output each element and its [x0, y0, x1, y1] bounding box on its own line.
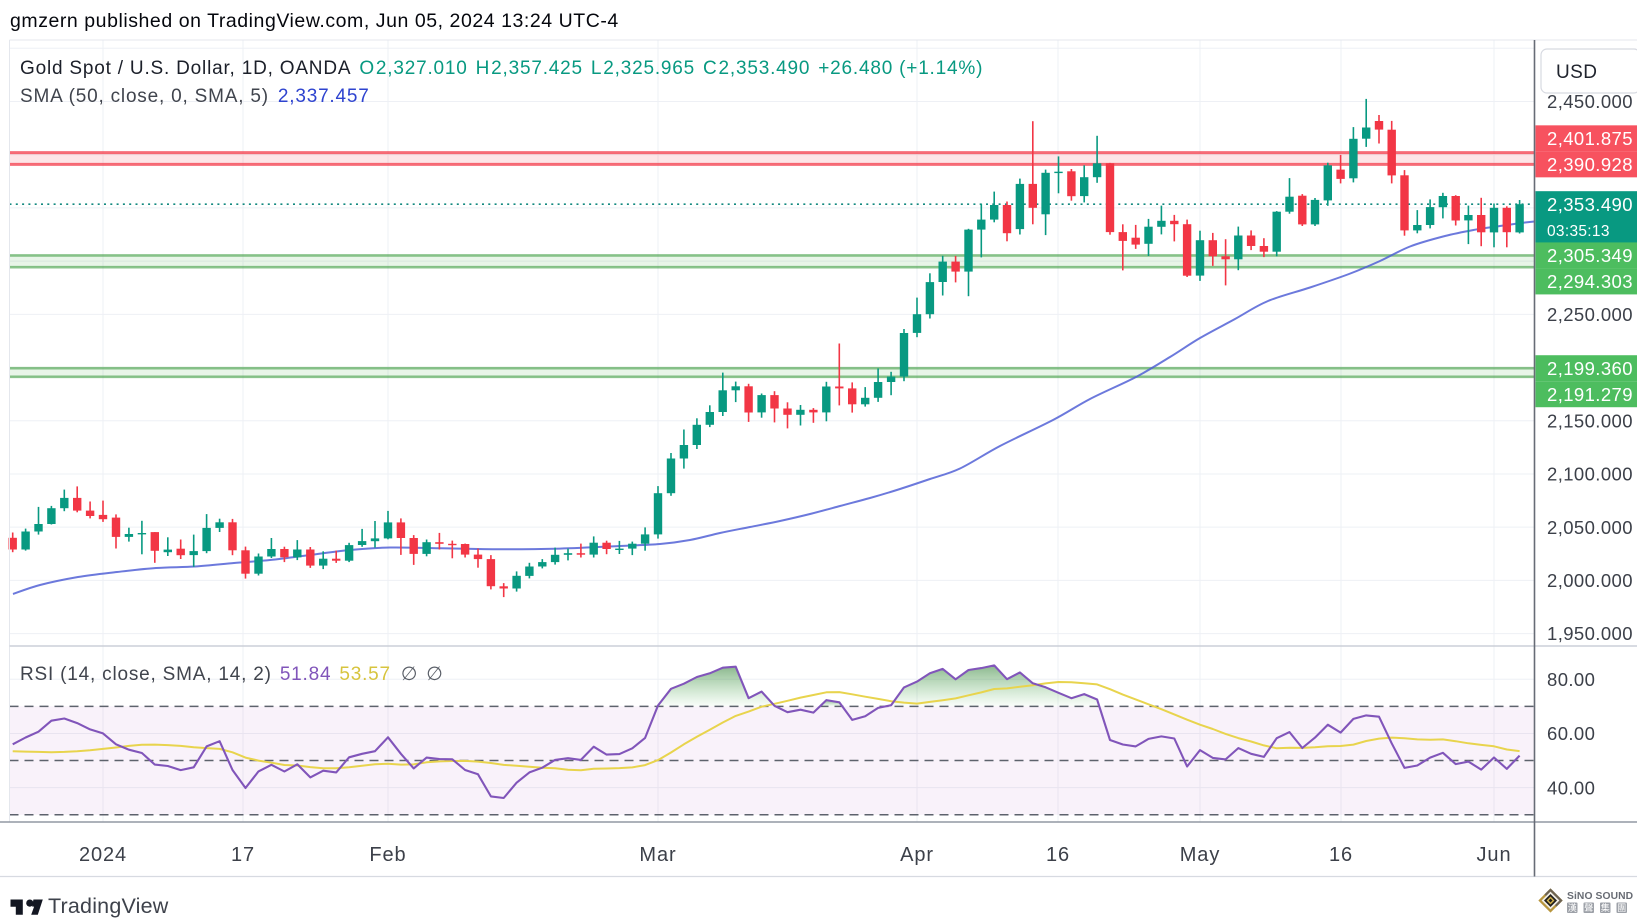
svg-text:聲: 聲 — [1584, 903, 1593, 913]
svg-text:80.00: 80.00 — [1547, 669, 1595, 690]
svg-text:2,401.875: 2,401.875 — [1547, 128, 1633, 149]
svg-text:漢: 漢 — [1568, 902, 1577, 913]
svg-text:SMA (50, close, 0, SMA, 5)2,33: SMA (50, close, 0, SMA, 5) 2,337.457 — [20, 86, 370, 107]
svg-text:Jun: Jun — [1477, 844, 1512, 866]
svg-text:May: May — [1180, 844, 1220, 866]
svg-text:TradingView: TradingView — [48, 894, 169, 918]
svg-text:2,191.279: 2,191.279 — [1547, 384, 1633, 405]
svg-text:RSI (14, close, SMA, 14, 2)51.: RSI (14, close, SMA, 14, 2) 51.84 53.57 ∅ ∅ — [20, 664, 444, 685]
svg-text:團: 團 — [1617, 903, 1626, 913]
svg-text:Mar: Mar — [639, 844, 676, 866]
svg-text:Gold Spot / U.S. Dollar, 1D, O: Gold Spot / U.S. Dollar, 1D, OANDA O2,327… — [20, 58, 983, 79]
svg-text:2,000.000: 2,000.000 — [1547, 570, 1633, 591]
svg-text:Apr: Apr — [900, 844, 934, 866]
svg-text:SiNO SOUND: SiNO SOUND — [1567, 891, 1633, 902]
svg-text:2,294.303: 2,294.303 — [1547, 271, 1633, 292]
svg-text:2,150.000: 2,150.000 — [1547, 410, 1633, 431]
svg-text:2,305.349: 2,305.349 — [1547, 245, 1633, 266]
svg-text:USD: USD — [1556, 62, 1597, 83]
svg-text:2024: 2024 — [79, 844, 127, 866]
svg-text:2,390.928: 2,390.928 — [1547, 154, 1633, 175]
svg-text:2,199.360: 2,199.360 — [1547, 358, 1633, 379]
svg-text:40.00: 40.00 — [1547, 777, 1595, 798]
svg-text:2,353.490: 2,353.490 — [1547, 194, 1633, 215]
svg-text:03:35:13: 03:35:13 — [1547, 223, 1610, 240]
svg-text:17: 17 — [231, 844, 255, 866]
svg-text:60.00: 60.00 — [1547, 723, 1595, 744]
svg-text:2,250.000: 2,250.000 — [1547, 304, 1633, 325]
svg-text:Feb: Feb — [369, 844, 406, 866]
svg-text:2,050.000: 2,050.000 — [1547, 517, 1633, 538]
svg-text:2,450.000: 2,450.000 — [1547, 91, 1633, 112]
svg-text:1,950.000: 1,950.000 — [1547, 623, 1633, 644]
svg-text:集: 集 — [1601, 902, 1610, 913]
svg-text:16: 16 — [1046, 844, 1070, 866]
svg-text:gmzern published on TradingVie: gmzern published on TradingView.com, Jun… — [10, 10, 619, 32]
svg-text:2,100.000: 2,100.000 — [1547, 464, 1633, 485]
svg-text:16: 16 — [1329, 844, 1353, 866]
